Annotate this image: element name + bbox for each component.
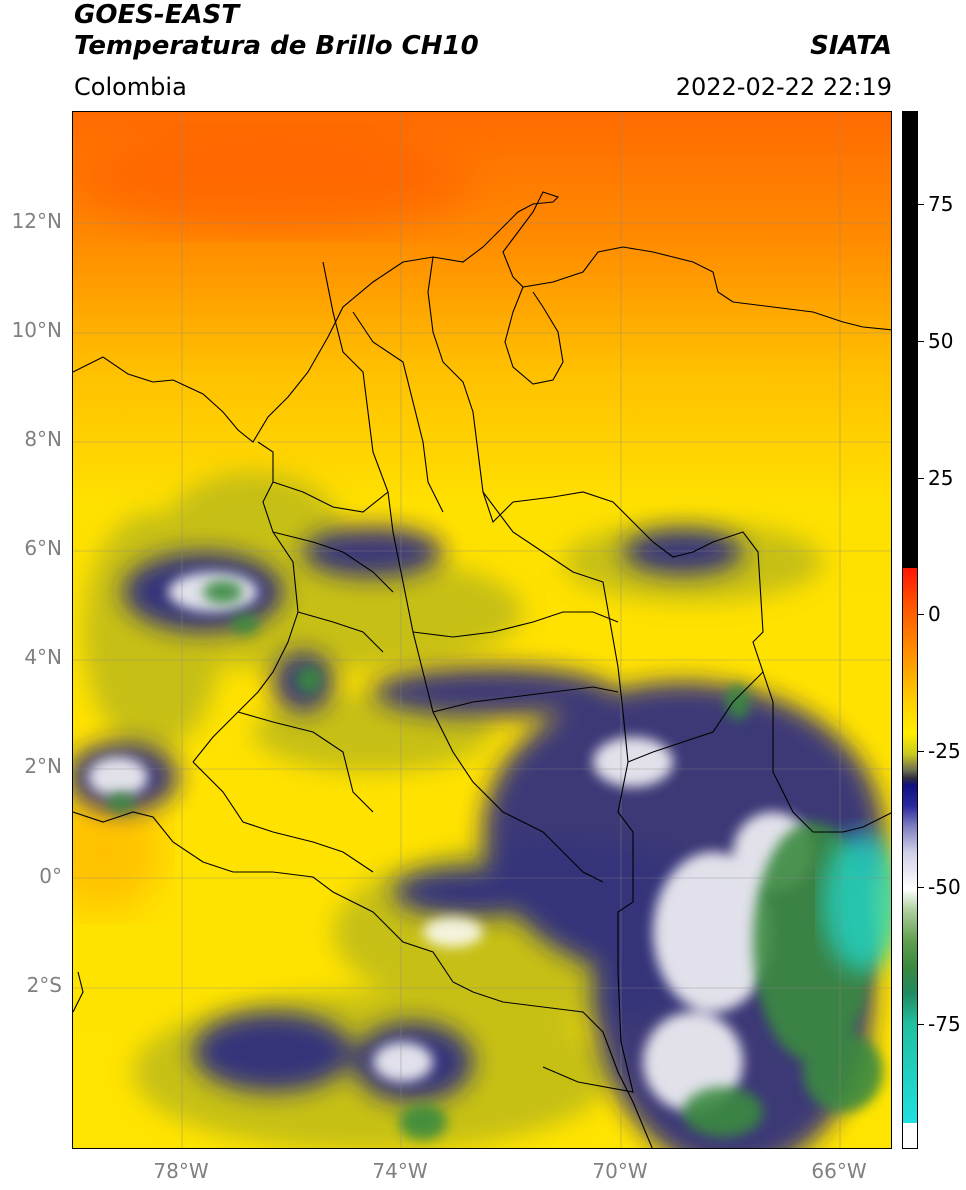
colorbar-label-25: 25 — [928, 466, 954, 490]
product-title: Temperatura de Brillo CH10 — [74, 31, 479, 61]
colorbar-label-minus-25: -25 — [928, 739, 961, 763]
temperature-colorbar — [902, 111, 918, 1149]
colorbar-label-0: 0 — [928, 602, 941, 626]
region-label: Colombia — [74, 73, 187, 101]
gridlines — [73, 112, 891, 1148]
source-label: SIATA — [810, 31, 892, 61]
lat-label-12n: 12°N — [11, 209, 62, 233]
colorbar-tick — [918, 478, 924, 479]
warm-region-west — [73, 792, 163, 912]
colorbar-tick — [918, 1024, 924, 1025]
map-canvas — [73, 112, 891, 1148]
coastlines-and-borders — [73, 191, 891, 1148]
lon-label-70w: 70°W — [592, 1159, 648, 1183]
lat-label-2s: 2°S — [26, 973, 62, 997]
colorbar-label-minus-50: -50 — [928, 875, 961, 899]
colorbar-label-75: 75 — [928, 192, 954, 216]
lat-label-8n: 8°N — [24, 427, 62, 451]
lon-label-74w: 74°W — [372, 1159, 428, 1183]
timestamp-label: 2022-02-22 22:19 — [675, 73, 892, 101]
lat-label-0: 0° — [39, 864, 62, 888]
satellite-title: GOES-EAST — [74, 0, 240, 30]
colorbar-tick — [918, 341, 924, 342]
colorbar-label-minus-75: -75 — [928, 1012, 961, 1036]
colorbar-tick — [918, 204, 924, 205]
lat-label-10n: 10°N — [11, 318, 62, 342]
lat-label-4n: 4°N — [24, 645, 62, 669]
lon-label-78w: 78°W — [153, 1159, 209, 1183]
satellite-map[interactable] — [72, 111, 892, 1149]
colorbar-tick — [918, 751, 924, 752]
lon-label-66w: 66°W — [811, 1159, 867, 1183]
very-cold-cloud-layer — [88, 572, 813, 1112]
lat-label-2n: 2°N — [24, 754, 62, 778]
colorbar-label-50: 50 — [928, 329, 954, 353]
lat-label-6n: 6°N — [24, 536, 62, 560]
colorbar-tick — [918, 887, 924, 888]
colorbar-tick — [918, 614, 924, 615]
warm-region-north — [73, 132, 473, 232]
deep-convection-layer — [107, 580, 883, 1140]
